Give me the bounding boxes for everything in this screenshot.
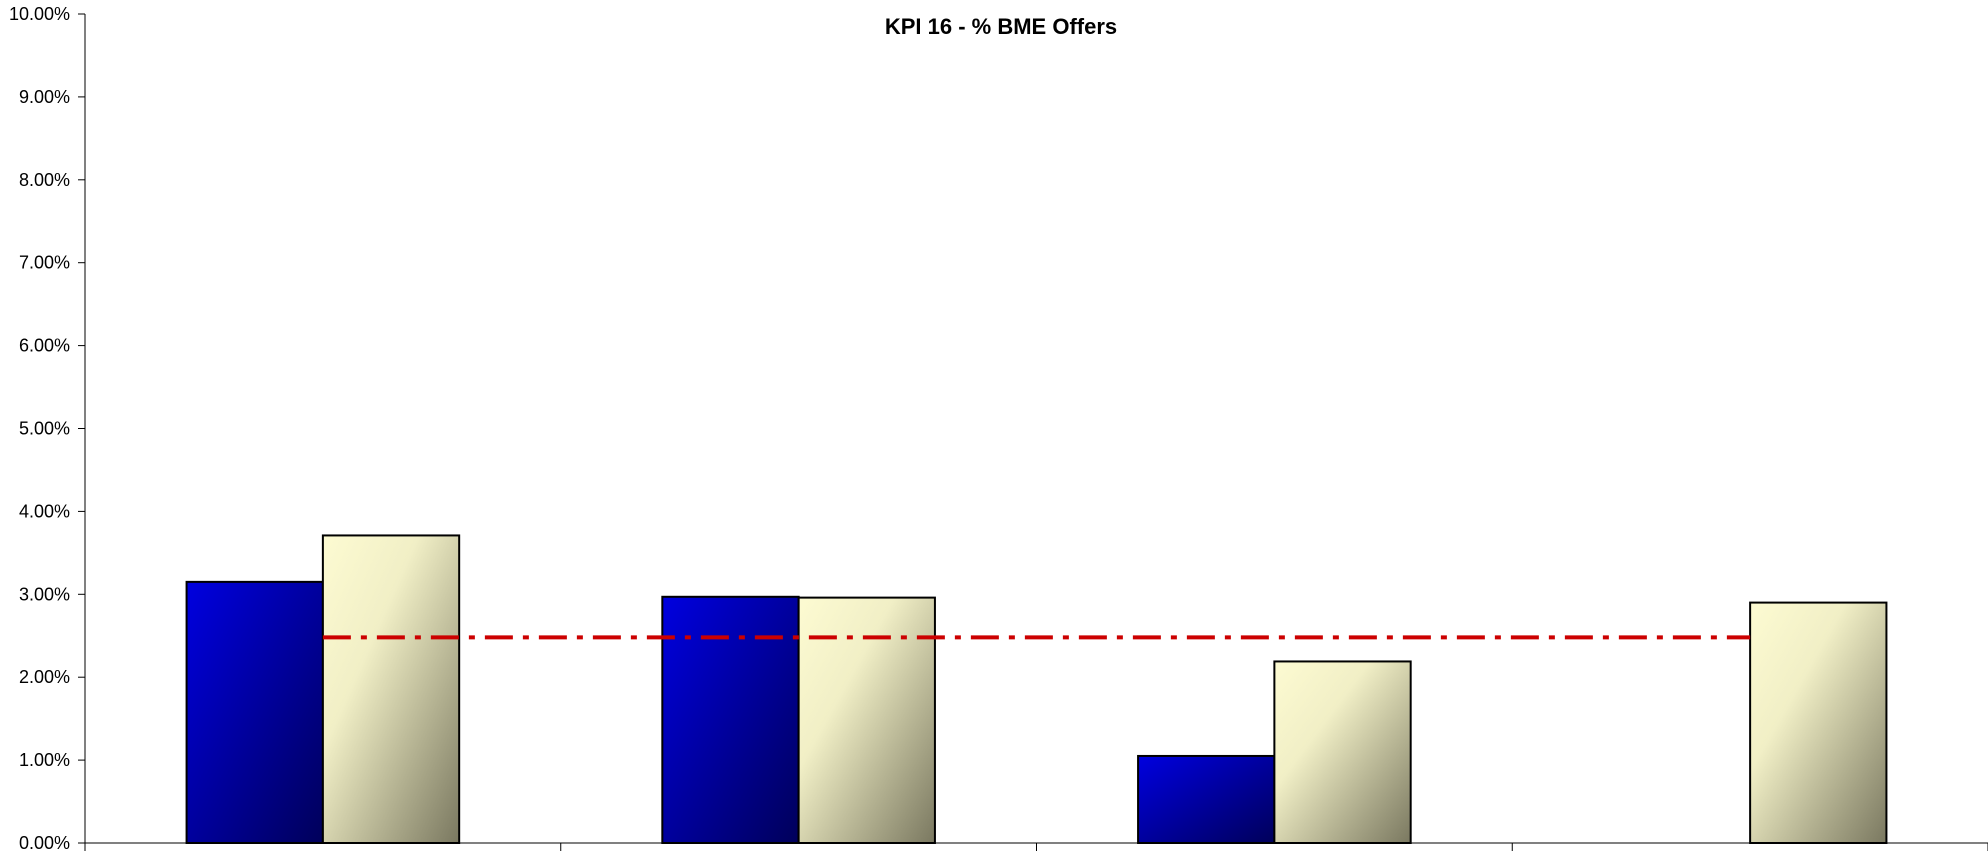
bars [185, 534, 1888, 845]
bar-series-2-group-1 [321, 534, 461, 844]
y-tick-label: 3.00% [19, 584, 70, 604]
chart-title: KPI 16 - % BME Offers [885, 14, 1117, 39]
y-tick-label: 1.00% [19, 750, 70, 770]
bar-series-1-group-3 [1137, 754, 1276, 845]
y-axis: 0.00% 1.00% 2.00% 3.00% 4.00% 5.00% 6.00% 7.00%… [9, 4, 86, 853]
y-tick-label: 5.00% [19, 419, 70, 439]
y-tick-label: 10.00% [9, 4, 70, 24]
y-tick-label: 2.00% [19, 667, 70, 687]
y-tick-label: 4.00% [19, 501, 70, 521]
bar-series-1-group-2 [661, 595, 800, 844]
y-tick-label: 6.00% [19, 336, 70, 356]
y-tick-label: 9.00% [19, 87, 70, 107]
y-tick-label: 0.00% [19, 833, 70, 853]
bar-series-2-group-3 [1273, 660, 1412, 844]
bar-series-1-group-1 [185, 580, 324, 844]
bar-series-2-group-2 [797, 596, 936, 845]
bar-series-2-group-4 [1749, 601, 1888, 845]
x-axis [84, 842, 1988, 851]
y-tick-label: 7.00% [19, 253, 70, 273]
y-tick-label: 8.00% [19, 170, 70, 190]
